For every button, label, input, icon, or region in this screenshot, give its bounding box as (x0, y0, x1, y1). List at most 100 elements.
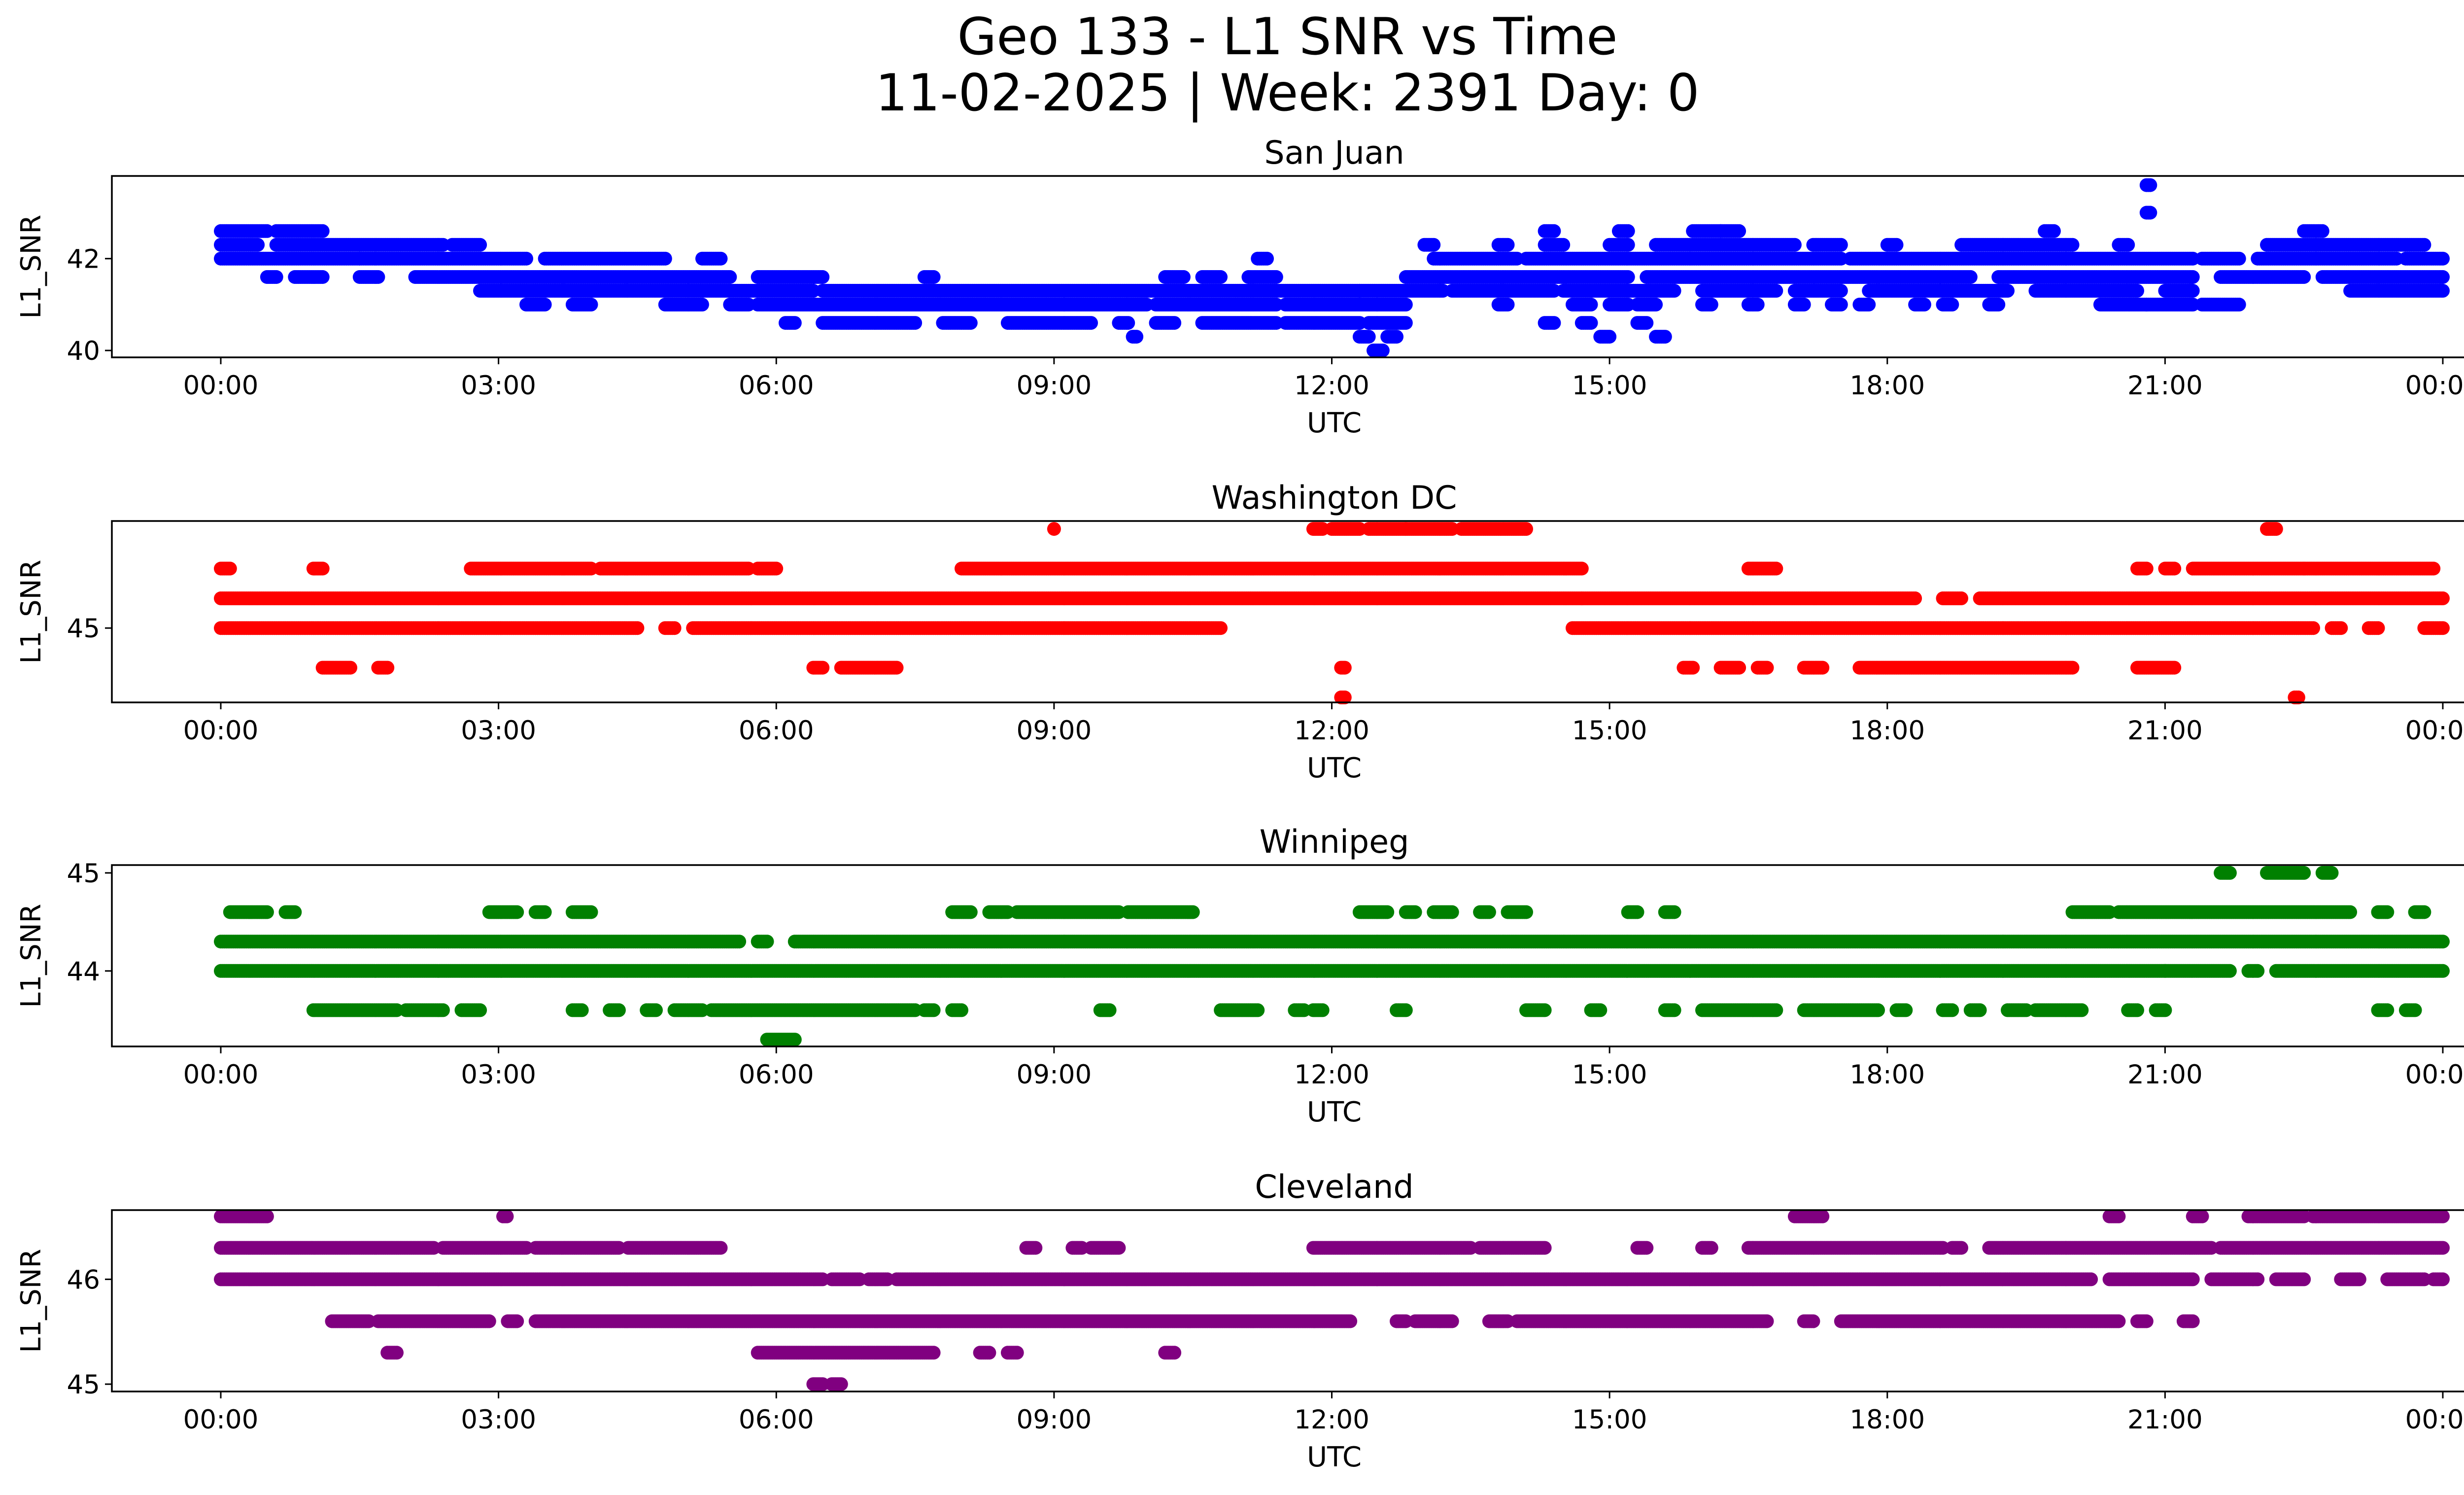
data-point (1991, 297, 2006, 312)
x-tick-label: 12:00 (1294, 371, 1369, 401)
data-point (1519, 522, 1533, 536)
data-point (1047, 522, 1061, 536)
data-point (1640, 316, 1654, 330)
data-point (1945, 297, 1959, 312)
data-point (658, 251, 672, 266)
data-point (714, 251, 728, 266)
data-point (787, 316, 802, 330)
san-juan-y-axis-label: L1_SNR (15, 214, 47, 318)
data-point (1584, 316, 1598, 330)
data-point (695, 297, 709, 312)
data-point (1963, 270, 1978, 284)
data-point (2121, 238, 2135, 252)
data-point (1574, 561, 1589, 576)
data-point (963, 316, 978, 330)
data-point (1621, 270, 1635, 284)
data-point (2436, 270, 2450, 284)
data-point (1547, 316, 1561, 330)
data-point (1121, 316, 1135, 330)
data-point (723, 270, 737, 284)
data-point (2436, 283, 2450, 298)
data-point (1834, 283, 1848, 298)
san-juan-points (214, 178, 2450, 357)
san-juan-title: San Juan (1264, 135, 1404, 172)
x-tick-label: 00:00 (2405, 371, 2464, 401)
data-point (2427, 561, 2441, 576)
data-point (1399, 297, 1413, 312)
data-point (1769, 283, 1783, 298)
x-tick-label: 00:00 (183, 371, 259, 401)
data-point (2139, 561, 2154, 576)
data-point (519, 251, 533, 266)
data-point (1787, 238, 1802, 252)
data-point (1390, 330, 1403, 344)
data-point (269, 270, 283, 284)
data-point (2065, 238, 2080, 252)
data-point (1129, 330, 1144, 344)
x-tick-label: 21:00 (2127, 371, 2203, 401)
data-point (2167, 561, 2182, 576)
x-tick-label: 09:00 (1017, 371, 1092, 401)
data-point (1167, 316, 1182, 330)
x-tick-label: 06:00 (739, 371, 814, 401)
data-point (769, 561, 784, 576)
data-point (1834, 238, 1848, 252)
data-point (2001, 283, 2015, 298)
y-tick-label: 42 (67, 244, 100, 275)
data-point (2417, 238, 2431, 252)
data-point (816, 270, 830, 284)
data-point (1084, 316, 1098, 330)
data-point (1584, 297, 1598, 312)
data-point (1621, 238, 1635, 252)
data-point (1399, 316, 1413, 330)
data-point (1603, 330, 1617, 344)
data-point (1260, 251, 1274, 266)
data-point (1862, 297, 1876, 312)
data-point (1889, 238, 1904, 252)
data-point (1362, 330, 1376, 344)
data-point (1556, 238, 1571, 252)
data-point (251, 238, 265, 252)
data-point (1797, 297, 1811, 312)
data-point (2232, 297, 2246, 312)
data-point (2143, 206, 2157, 220)
data-point (1649, 297, 1663, 312)
san-juan-x-axis-label: UTC (1307, 407, 1362, 439)
data-point (1834, 297, 1848, 312)
data-point (1621, 224, 1635, 238)
y-tick-label: 40 (67, 336, 100, 366)
data-point (908, 316, 923, 330)
data-point (926, 270, 941, 284)
data-point (473, 238, 487, 252)
data-point (2186, 270, 2200, 284)
data-point (2297, 270, 2311, 284)
washington-dc-points (214, 522, 2450, 704)
san-juan-axes-frame (111, 175, 2464, 358)
data-point (1704, 297, 1718, 312)
data-point (2269, 522, 2283, 536)
data-point (2047, 224, 2061, 238)
figure-title: Geo 133 - L1 SNR vs Time 11-02-2025 | We… (0, 9, 2464, 121)
figure-title-line-2: 11-02-2025 | Week: 2391 Day: 0 (875, 64, 1700, 123)
data-point (1214, 270, 1228, 284)
data-point (1375, 344, 1390, 357)
x-tick-label: 03:00 (461, 371, 536, 401)
data-point (2143, 178, 2157, 192)
data-point (1427, 238, 1441, 252)
data-point (2315, 224, 2329, 238)
data-point (371, 270, 385, 284)
data-point (315, 224, 330, 238)
data-point (1501, 297, 1515, 312)
data-point (1667, 283, 1681, 298)
data-point (1732, 224, 1746, 238)
data-point (1769, 561, 1783, 576)
data-point (2232, 251, 2246, 266)
data-point (2186, 283, 2200, 298)
data-point (315, 561, 330, 576)
data-point (1176, 270, 1191, 284)
data-point (1501, 238, 1515, 252)
x-tick-label: 15:00 (1572, 371, 1647, 401)
data-point (1547, 224, 1561, 238)
